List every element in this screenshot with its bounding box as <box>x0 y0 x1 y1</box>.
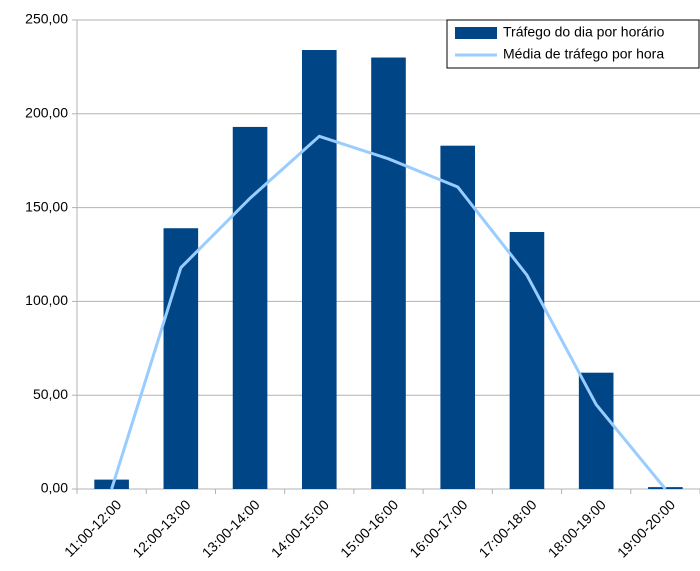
y-tick-label: 0,00 <box>41 480 68 496</box>
legend-swatch <box>455 27 497 39</box>
x-tick-label: 19:00-20:00 <box>614 496 678 560</box>
bar <box>371 57 406 490</box>
y-tick-label: 200,00 <box>25 105 68 121</box>
bar <box>578 372 614 489</box>
x-tick-label: 13:00-14:00 <box>199 496 263 560</box>
legend-label: Tráfego do dia por horário <box>503 24 665 40</box>
x-tick-label: 18:00-19:00 <box>545 496 609 560</box>
y-tick-label: 250,00 <box>25 11 68 27</box>
bar <box>440 145 476 489</box>
y-tick-label: 100,00 <box>25 292 68 308</box>
x-tick-label: 17:00-18:00 <box>476 496 540 560</box>
bar <box>301 50 337 490</box>
bar <box>232 126 268 489</box>
line <box>110 134 667 490</box>
bar <box>509 231 545 489</box>
x-tick-label: 15:00-16:00 <box>337 496 401 560</box>
x-tick-label: 14:00-15:00 <box>268 496 332 560</box>
x-tick-label: 16:00-17:00 <box>406 496 470 560</box>
y-tick-label: 150,00 <box>25 198 68 214</box>
y-tick-label: 50,00 <box>33 386 68 402</box>
x-tick-label: 11:00-12:00 <box>61 496 125 560</box>
x-tick-label: 12:00-13:00 <box>129 496 193 560</box>
legend-label: Média de tráfego por hora <box>503 46 664 62</box>
